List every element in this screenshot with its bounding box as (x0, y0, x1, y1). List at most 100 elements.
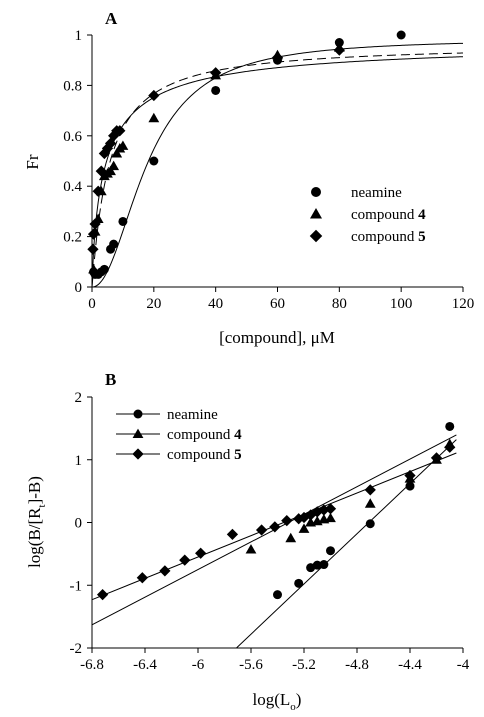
panel-b-point-triangle (298, 523, 310, 533)
panel-b-x-tick-label: -4.4 (398, 657, 422, 673)
panel-a-x-tick-label: 100 (390, 296, 413, 312)
panel-b-axes (91, 397, 463, 649)
panel-a-point-circle (99, 264, 109, 274)
panel-b-x-title-sub: o (290, 701, 296, 713)
panel-a-label: A (105, 9, 118, 28)
panel-a-y-tick-label: 0.4 (63, 179, 82, 195)
panel-a-point-triangle (88, 263, 99, 274)
panel-a-y-tick-label: 0.2 (63, 230, 82, 246)
panel-b-legend-marker-triangle (132, 428, 144, 439)
panel-b-point-circle (294, 578, 304, 588)
panel-b-point-diamond (159, 565, 171, 577)
panel-a-point-circle (109, 239, 119, 249)
legend-label-text: compound (351, 229, 418, 245)
panel-a-y-tick-label: 0.8 (63, 78, 82, 94)
legend-label-number: 5 (418, 229, 426, 245)
panel-b-point-diamond (269, 521, 281, 533)
panel-a-point-diamond (87, 228, 100, 240)
panel-a: A 0 20 40 60 80 100 120 0 0.2 0.4 0.6 0.8 1 Fr [comp… (23, 9, 474, 347)
panel-a-point-triangle (148, 112, 160, 123)
panel-a-point-circle (149, 156, 159, 166)
panel-b-point-diamond (430, 452, 443, 464)
legend-label-text: neamine (351, 185, 402, 201)
panel-a-legend-marker-circle (311, 187, 321, 197)
panel-b-y-tick-label: -2 (70, 641, 83, 657)
panel-a-point-diamond (114, 125, 126, 137)
legend-label-number: 4 (234, 427, 242, 443)
panel-b: B -6.8 -6.4 -6 -5.6 -5.2 -4.8 -4.4 -4 -2 -1 0 1 2 lo… (25, 370, 470, 713)
panel-b-x-tick-label: -5.2 (292, 657, 316, 673)
panel-b-x-title-pre: log(L (253, 690, 291, 709)
panel-b-x-tick-label: -4.8 (345, 657, 369, 673)
panel-a-fit-circle (91, 42, 464, 288)
panel-b-point-diamond (364, 484, 376, 496)
panel-a-point-diamond (95, 165, 107, 177)
panel-b-y-title-sub: t (36, 504, 48, 507)
legend-label-text: neamine (167, 407, 218, 423)
panel-a-point-circle (211, 85, 221, 95)
panel-b-point-diamond (305, 509, 317, 521)
panel-b-x-tick-label: -4 (457, 657, 470, 673)
panel-a-point-diamond (92, 185, 104, 197)
panel-a-y-tick-label: 0 (75, 280, 83, 296)
panel-a-point-circle (396, 30, 406, 40)
panel-a-legend-marker-diamond (309, 229, 323, 243)
panel-b-point-diamond (195, 547, 207, 559)
panel-b-point-diamond (444, 441, 456, 453)
panel-a-fit-diamond (91, 56, 464, 288)
panel-b-ticks: -6.8 -6.4 -6 -5.6 -5.2 -4.8 -4.4 -4 -2 -1 0 1 2 (70, 390, 470, 673)
panel-b-point-triangle (245, 544, 257, 554)
panel-b-point-circle (445, 421, 455, 431)
panel-a-point-diamond (87, 243, 99, 255)
panel-b-label: B (105, 370, 116, 389)
panel-a-y-tick-label: 0.6 (63, 129, 82, 145)
panel-b-point-circle (326, 546, 335, 556)
panel-b-y-axis-title: log(B/[Rt]-B) (25, 476, 48, 568)
panel-a-points (87, 30, 406, 279)
panel-b-y-tick-label: -1 (70, 578, 83, 594)
panel-b-legend-label: compound 4 (167, 427, 242, 443)
panel-b-legend-marker-circle (133, 409, 143, 419)
panel-a-x-axis-title: [compound], μM (219, 328, 335, 347)
panel-b-y-tick-label: 1 (75, 453, 83, 469)
panel-b-point-circle (312, 560, 322, 570)
panel-b-x-tick-label: -6.4 (133, 657, 157, 673)
panel-b-legend: neamine compound 4 compound 5 (116, 407, 242, 463)
panel-b-point-triangle (285, 532, 297, 543)
legend-label-text: compound (167, 447, 234, 463)
panel-a-legend-marker-triangle (310, 208, 322, 219)
panel-b-y-title-post: ]-B) (25, 476, 44, 504)
panel-b-point-circle (273, 590, 282, 600)
panel-a-ticks: 0 20 40 60 80 100 120 0 0.2 0.4 0.6 0.8 1 (63, 28, 474, 312)
panel-b-legend-marker-diamond (132, 448, 144, 460)
panel-a-axes (91, 35, 463, 288)
panel-b-point-triangle (364, 498, 376, 508)
panel-b-legend-label: compound 5 (167, 447, 242, 463)
panel-b-point-circle (319, 560, 329, 570)
panel-b-point-diamond (226, 528, 239, 541)
panel-a-point-triangle (108, 160, 120, 171)
panel-b-point-circle (405, 481, 415, 491)
panel-b-point-diamond (324, 503, 337, 515)
panel-b-legend-label: neamine (167, 407, 218, 423)
panel-a-point-triangle (105, 165, 116, 176)
panel-b-x-tick-label: -5.6 (239, 657, 263, 673)
panel-b-point-diamond (136, 572, 148, 584)
panel-b-y-tick-label: 0 (75, 516, 83, 532)
legend-label-number: 5 (234, 447, 242, 463)
panel-b-x-title-end: ) (296, 690, 302, 709)
panel-b-point-diamond (179, 554, 191, 566)
panel-a-point-circle (118, 216, 128, 226)
panel-a-legend-label: neamine (351, 185, 402, 201)
panel-b-point-triangle (325, 512, 336, 523)
panel-b-fit-circle (236, 439, 457, 649)
panel-b-point-diamond (404, 469, 416, 482)
panel-a-y-tick-label: 1 (75, 28, 83, 44)
legend-label-number: 4 (418, 207, 426, 223)
panel-a-point-triangle (117, 140, 129, 150)
panel-b-point-diamond (298, 511, 310, 524)
panel-a-point-diamond (148, 89, 160, 102)
panel-b-y-title-pre: log(B/[R (25, 507, 44, 568)
panel-a-point-diamond (333, 44, 345, 56)
